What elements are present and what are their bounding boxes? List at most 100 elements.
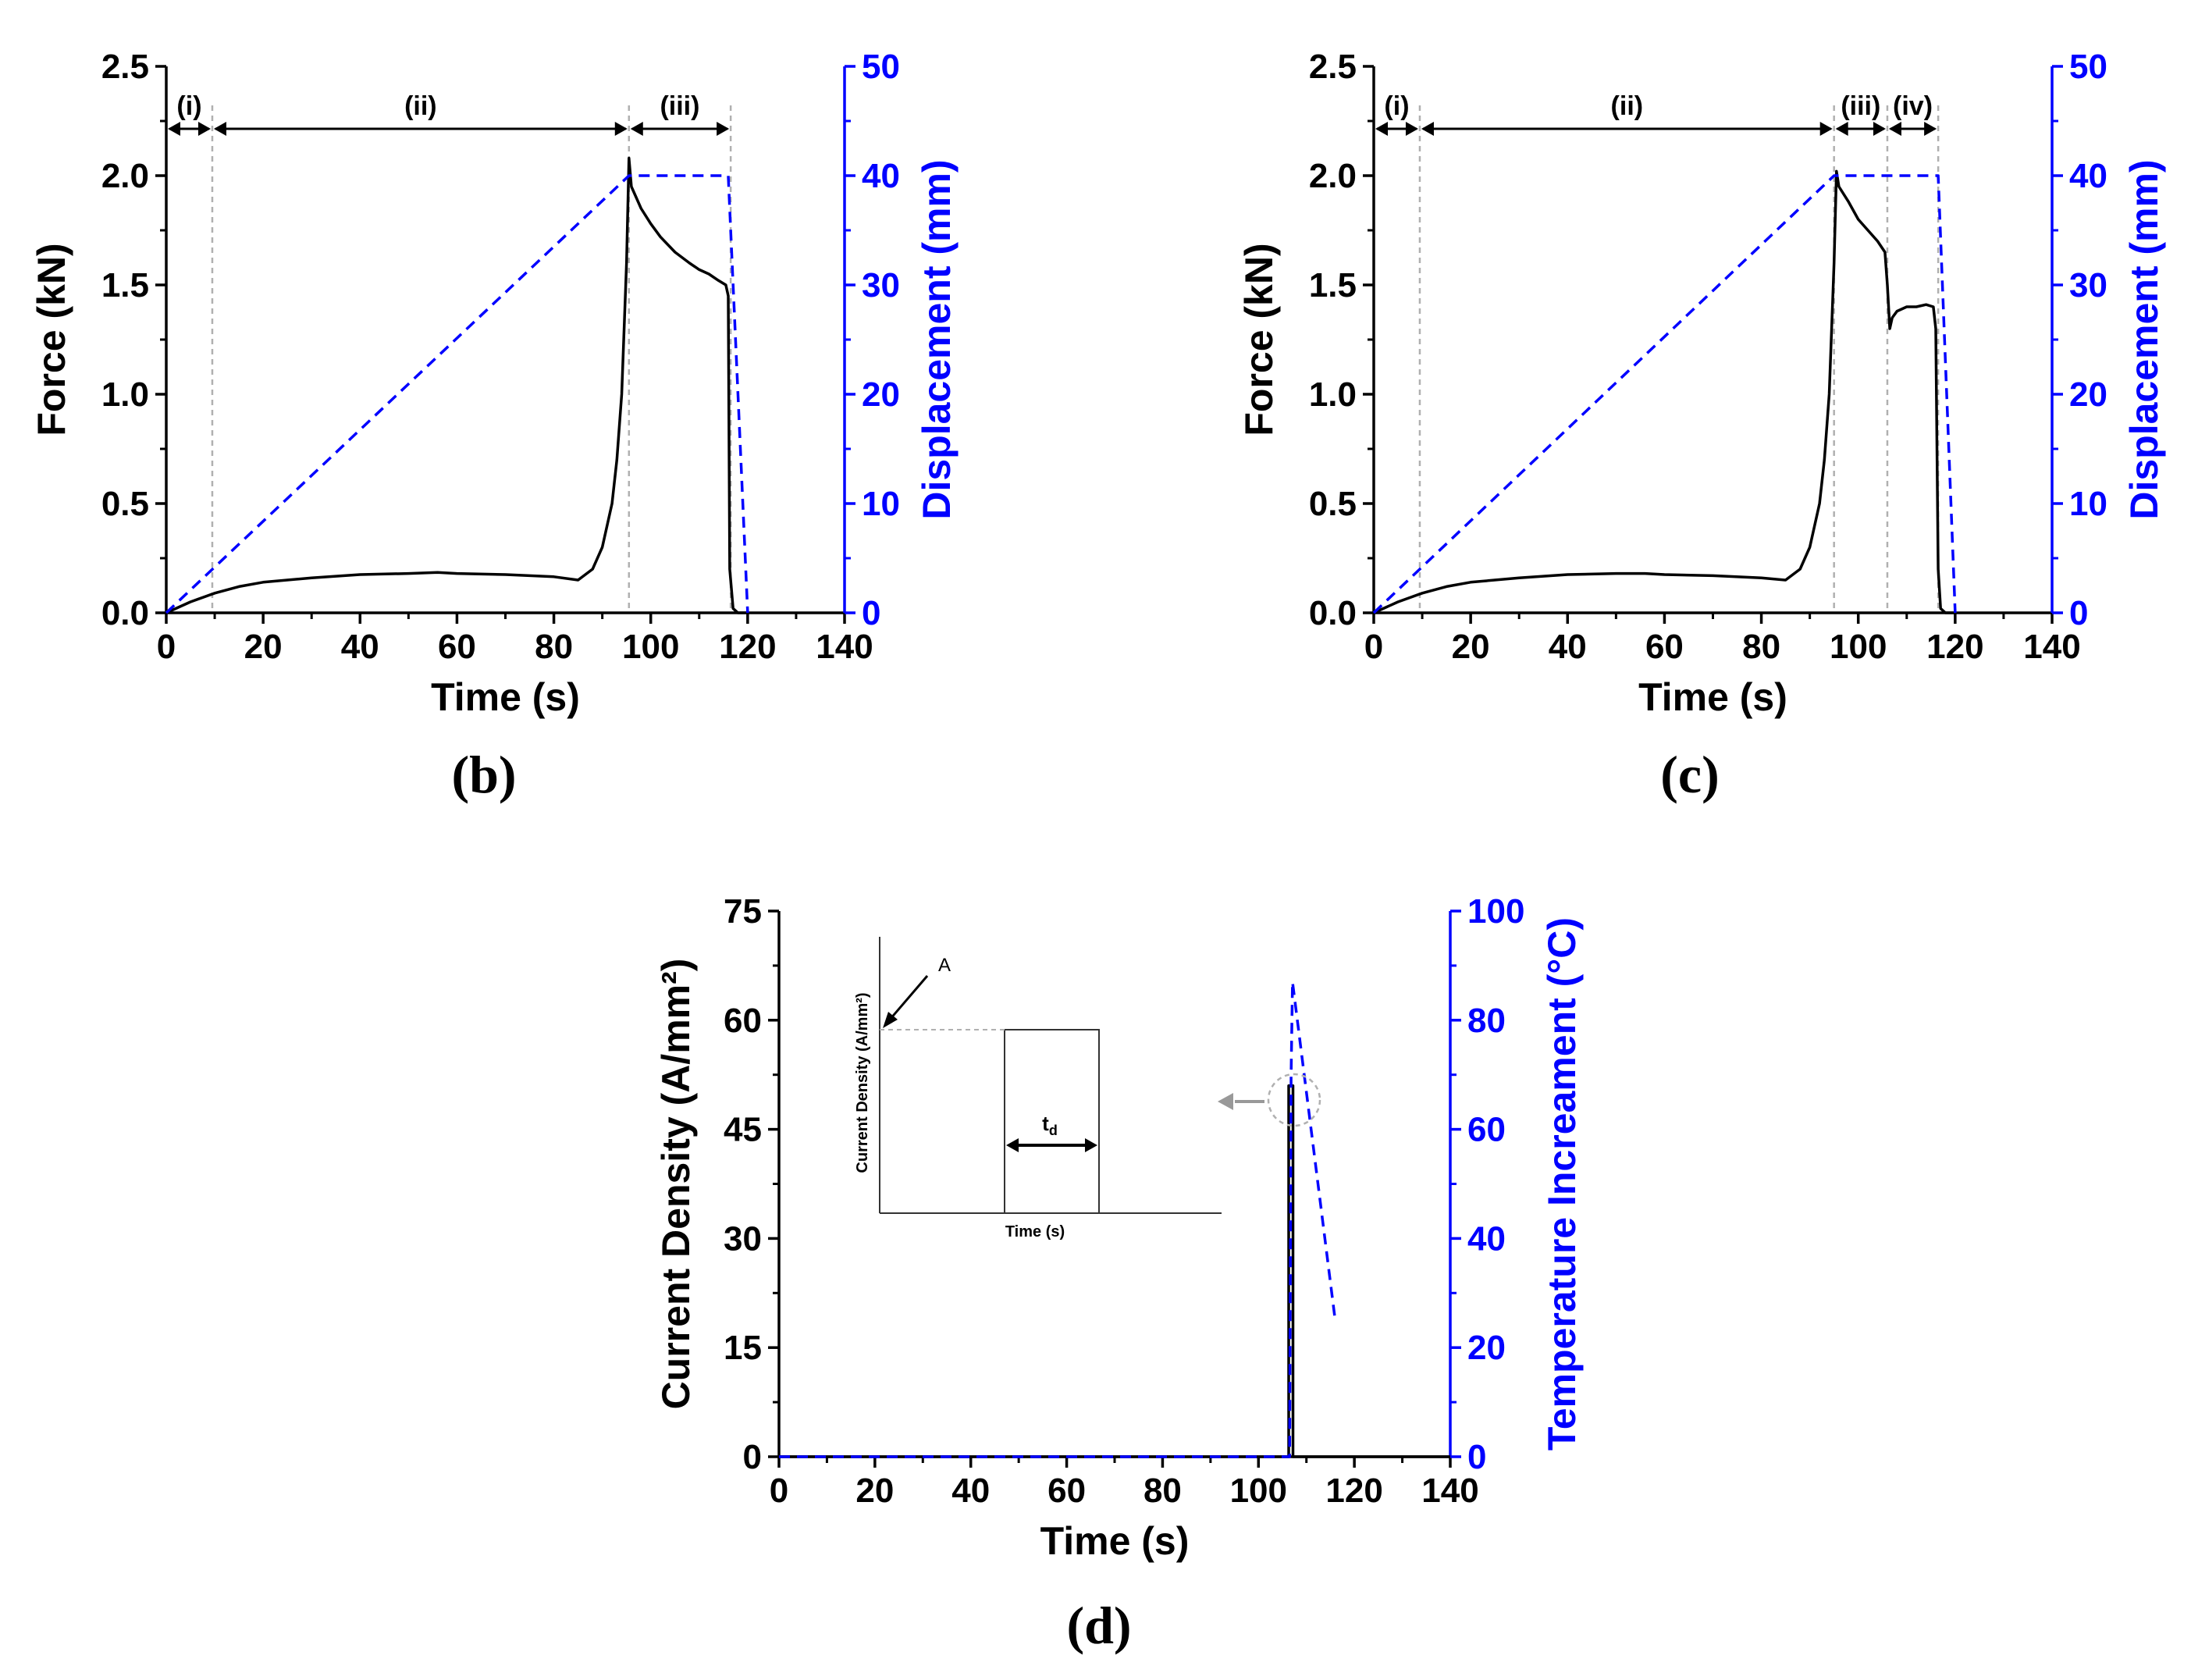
x-axis-label: Time (s) (1638, 675, 1787, 719)
region-arrow-head-right (197, 122, 211, 136)
region-label: (ii) (404, 91, 437, 121)
inset-duration-arrow-head-left (1006, 1138, 1019, 1152)
y-axis-label: Force (kN) (1237, 243, 1281, 436)
x-tick-label: 0 (770, 1472, 788, 1510)
region-label: (iii) (660, 91, 699, 121)
x-axis-label: Time (s) (431, 675, 580, 719)
y2-tick-label: 100 (1467, 892, 1524, 931)
y-tick-label: 75 (724, 892, 762, 931)
zoom-circle (1267, 1073, 1321, 1127)
y-tick-label: 0 (743, 1438, 762, 1476)
x-tick-label: 60 (438, 628, 476, 666)
series-line-force (1373, 169, 1955, 614)
panel-label: (d) (1066, 1596, 1131, 1655)
region-arrow-head-right (1405, 122, 1418, 136)
y-axis-label: Force (kN) (30, 243, 73, 436)
x-tick-label: 120 (1325, 1472, 1382, 1510)
y2-tick-label: 80 (1467, 1002, 1506, 1040)
x-tick-label: 80 (535, 628, 573, 666)
y2-tick-label: 30 (862, 266, 900, 304)
x-tick-label: 100 (622, 628, 679, 666)
x-tick-label: 140 (2023, 628, 2080, 666)
y2-tick-label: 30 (2069, 266, 2107, 304)
y-tick-label: 60 (724, 1002, 762, 1040)
y-tick-label: 2.5 (1309, 48, 1357, 86)
x-tick-label: 140 (816, 628, 873, 666)
series-line-force (165, 156, 748, 614)
zoom-arrow-head (1218, 1093, 1233, 1110)
inset-duration-arrow-head-right (1085, 1138, 1097, 1152)
region-arrow-head-right (1924, 122, 1937, 136)
y-tick-label: 15 (724, 1329, 762, 1367)
y2-tick-label: 40 (862, 157, 900, 195)
x-tick-label: 40 (1549, 628, 1587, 666)
x-tick-label: 60 (1645, 628, 1684, 666)
region-arrow-head-left (1375, 122, 1388, 136)
inset-y-axis-label: Current Density (A/mm²) (854, 992, 871, 1173)
region-arrow-head-right (1873, 122, 1886, 136)
region-arrow-head-left (1888, 122, 1901, 136)
inset-amplitude-label: A (938, 955, 951, 976)
y2-axis-label: Displacement (mm) (915, 159, 959, 519)
x-tick-label: 100 (1830, 628, 1887, 666)
inset-x-axis-label: Time (s) (1005, 1223, 1065, 1240)
y2-tick-label: 0 (1467, 1438, 1486, 1476)
x-tick-label: 40 (341, 628, 379, 666)
x-tick-label: 40 (951, 1472, 990, 1510)
region-label: (i) (176, 91, 201, 121)
y2-tick-label: 20 (2069, 376, 2107, 414)
x-tick-label: 20 (855, 1472, 894, 1510)
y-axis-label: Current Density (A/mm²) (654, 959, 698, 1410)
y-tick-label: 1.5 (1309, 266, 1357, 304)
region-label: (iii) (1841, 91, 1880, 121)
y2-tick-label: 10 (862, 485, 900, 523)
inset-amplitude-arrow-head (883, 1012, 898, 1028)
x-tick-label: 100 (1230, 1472, 1287, 1510)
region-arrow-head-left (213, 122, 226, 136)
series-line-temperature-increament (779, 981, 1337, 1458)
y-tick-label: 1.5 (101, 266, 149, 304)
y2-tick-label: 40 (2069, 157, 2107, 195)
panel-c-chart: 0 20 40 60 80 100 120 140 0.0 0.5 1.0 1.5 2.0 2.5 0 10 2… (1237, 48, 2166, 804)
y2-axis-label: Temperature Increament (°C) (1540, 917, 1584, 1450)
x-tick-label: 0 (1364, 628, 1383, 666)
x-tick-label: 0 (157, 628, 176, 666)
region-arrow-head-right (717, 122, 730, 136)
x-tick-label: 120 (1926, 628, 1983, 666)
region-label: (ii) (1611, 91, 1644, 121)
y-tick-label: 0.0 (101, 594, 149, 632)
y2-tick-label: 0 (2069, 594, 2088, 632)
panel-b-chart: 0 20 40 60 80 100 120 140 0.0 0.5 1.0 1.5 2.0 2.5 0 10 2… (30, 48, 959, 804)
x-tick-label: 80 (1742, 628, 1780, 666)
region-arrow-head-right (1819, 122, 1833, 136)
inset-amplitude-arrow-line (888, 975, 929, 1020)
region-arrow-head-right (614, 122, 628, 136)
panel-d-chart: 0 20 40 60 80 100 120 1400153045607502040608010… (654, 892, 1584, 1655)
y-tick-label: 1.0 (101, 376, 149, 414)
y2-tick-label: 50 (2069, 48, 2107, 86)
panel-label: (b) (451, 745, 516, 804)
y-tick-label: 30 (724, 1219, 762, 1258)
y-tick-label: 2.5 (101, 48, 149, 86)
y2-tick-label: 50 (862, 48, 900, 86)
y2-tick-label: 60 (1467, 1111, 1506, 1149)
x-tick-label: 120 (719, 628, 776, 666)
x-axis-label: Time (s) (1040, 1519, 1190, 1563)
y2-tick-label: 0 (862, 594, 880, 632)
y-tick-label: 1.0 (1309, 376, 1357, 414)
y-tick-label: 2.0 (101, 157, 149, 195)
region-label: (i) (1384, 91, 1409, 121)
y2-tick-label: 10 (2069, 485, 2107, 523)
y-tick-label: 0.5 (1309, 485, 1357, 523)
region-arrow-head-left (1421, 122, 1434, 136)
x-tick-label: 140 (1421, 1472, 1478, 1510)
x-tick-label: 60 (1047, 1472, 1086, 1510)
y-tick-label: 0.0 (1309, 594, 1357, 632)
region-arrow-head-left (168, 122, 180, 136)
series-line-displacement (1372, 174, 1957, 614)
series-line-displacement (165, 174, 749, 614)
x-tick-label: 20 (1452, 628, 1490, 666)
y-tick-label: 2.0 (1309, 157, 1357, 195)
y2-tick-label: 20 (862, 376, 900, 414)
